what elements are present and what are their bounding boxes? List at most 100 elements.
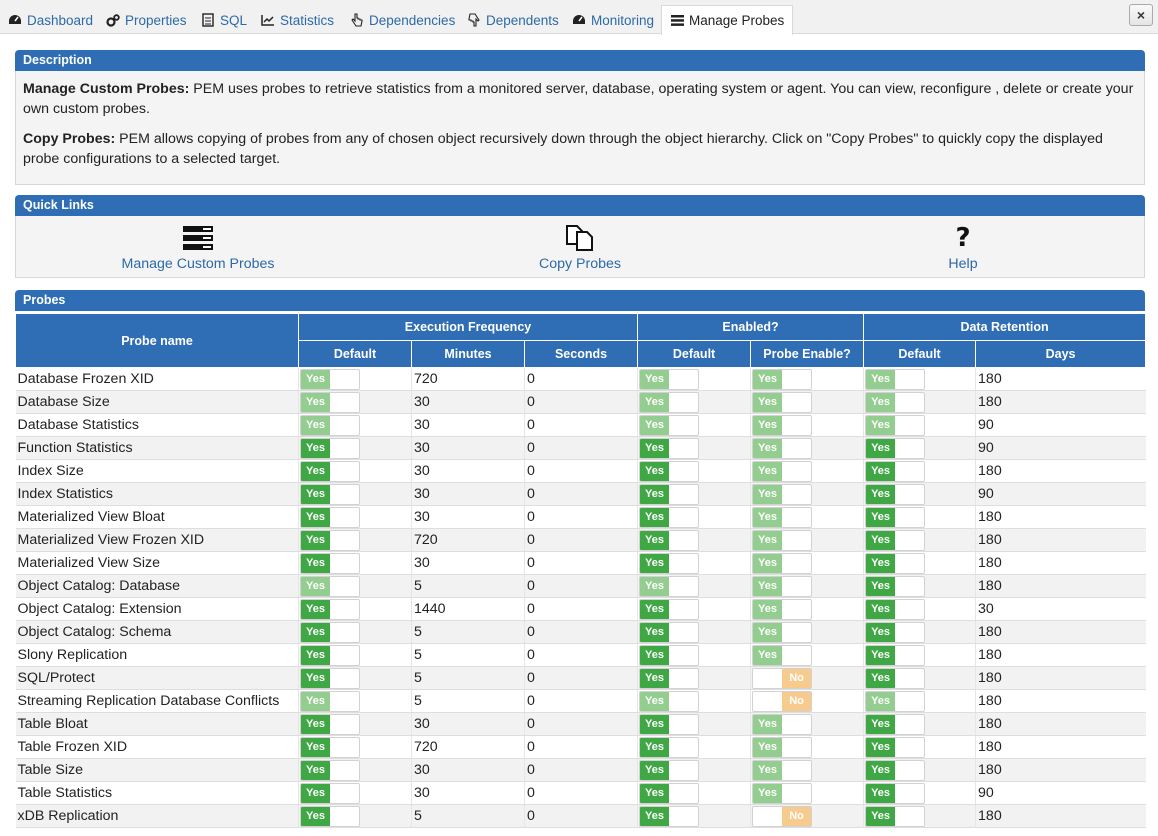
enabled-default-toggle[interactable]: Yes [639, 506, 700, 528]
table-row[interactable]: Materialized View Size Yes 30 0 Yes Yes Yes 180 [15, 551, 1146, 575]
probe-enable-toggle[interactable]: No [752, 805, 813, 827]
enabled-default-toggle[interactable]: Yes [639, 782, 700, 804]
freq-default-toggle[interactable]: Yes [300, 414, 360, 436]
retention-default-toggle[interactable]: Yes [865, 391, 926, 413]
freq-default-toggle[interactable]: Yes [300, 460, 360, 482]
enabled-default-toggle[interactable]: Yes [639, 713, 700, 735]
probe-enable-toggle[interactable]: Yes [752, 391, 813, 413]
freq-default-toggle[interactable]: Yes [300, 368, 360, 390]
table-row[interactable]: Database Size Yes 30 0 Yes Yes Yes 180 [15, 390, 1146, 414]
tab-dependents[interactable]: Dependents [467, 6, 559, 34]
tab-manage-probes[interactable]: Manage Probes [661, 5, 794, 35]
retention-default-toggle[interactable]: Yes [865, 621, 926, 643]
probe-enable-toggle[interactable]: Yes [752, 506, 813, 528]
retention-default-toggle[interactable]: Yes [865, 644, 926, 666]
probe-enable-toggle[interactable]: Yes [752, 460, 813, 482]
enabled-default-toggle[interactable]: Yes [639, 368, 700, 390]
tab-statistics[interactable]: Statistics [261, 6, 334, 34]
retention-default-toggle[interactable]: Yes [865, 667, 926, 689]
table-row[interactable]: xDB Replication Yes 5 0 Yes No Yes 180 [15, 804, 1146, 828]
tab-properties[interactable]: Properties [106, 6, 187, 34]
freq-default-toggle[interactable]: Yes [300, 552, 360, 574]
retention-default-toggle[interactable]: Yes [865, 483, 926, 505]
table-row[interactable]: Database Statistics Yes 30 0 Yes Yes Yes 90 [15, 413, 1146, 437]
enabled-default-toggle[interactable]: Yes [639, 414, 700, 436]
table-row[interactable]: Function Statistics Yes 30 0 Yes Yes Yes 90 [15, 436, 1146, 460]
table-row[interactable]: Object Catalog: Schema Yes 5 0 Yes Yes Yes 180 [15, 620, 1146, 644]
freq-default-toggle[interactable]: Yes [300, 759, 360, 781]
table-row[interactable]: Index Statistics Yes 30 0 Yes Yes Yes 90 [15, 482, 1146, 506]
retention-default-toggle[interactable]: Yes [865, 805, 926, 827]
tab-dashboard[interactable]: Dashboard [8, 6, 93, 34]
enabled-default-toggle[interactable]: Yes [639, 575, 700, 597]
freq-default-toggle[interactable]: Yes [300, 575, 360, 597]
probe-enable-toggle[interactable]: Yes [752, 782, 813, 804]
tab-dependencies[interactable]: Dependencies [350, 6, 455, 34]
freq-default-toggle[interactable]: Yes [300, 644, 360, 666]
freq-default-toggle[interactable]: Yes [300, 483, 360, 505]
table-row[interactable]: Table Statistics Yes 30 0 Yes Yes Yes 90 [15, 781, 1146, 805]
probe-enable-toggle[interactable]: Yes [752, 368, 813, 390]
probe-enable-toggle[interactable]: Yes [752, 414, 813, 436]
enabled-default-toggle[interactable]: Yes [639, 483, 700, 505]
freq-default-toggle[interactable]: Yes [300, 690, 360, 712]
table-row[interactable]: Materialized View Bloat Yes 30 0 Yes Yes Yes 18… [15, 505, 1146, 529]
enabled-default-toggle[interactable]: Yes [639, 437, 700, 459]
enabled-default-toggle[interactable]: Yes [639, 621, 700, 643]
probe-enable-toggle[interactable]: Yes [752, 529, 813, 551]
table-row[interactable]: Object Catalog: Database Yes 5 0 Yes Yes Yes 18… [15, 574, 1146, 598]
probe-enable-toggle[interactable]: Yes [752, 575, 813, 597]
probe-enable-toggle[interactable]: Yes [752, 736, 813, 758]
probe-enable-toggle[interactable]: Yes [752, 437, 813, 459]
enabled-default-toggle[interactable]: Yes [639, 644, 700, 666]
table-row[interactable]: SQL/Protect Yes 5 0 Yes No Yes 180 [15, 666, 1146, 690]
freq-default-toggle[interactable]: Yes [300, 391, 360, 413]
retention-default-toggle[interactable]: Yes [865, 552, 926, 574]
probe-enable-toggle[interactable]: Yes [752, 552, 813, 574]
freq-default-toggle[interactable]: Yes [300, 736, 360, 758]
freq-default-toggle[interactable]: Yes [300, 713, 360, 735]
freq-default-toggle[interactable]: Yes [300, 598, 360, 620]
table-row[interactable]: Object Catalog: Extension Yes 1440 0 Yes Yes Y… [15, 597, 1146, 621]
retention-default-toggle[interactable]: Yes [865, 782, 926, 804]
table-row[interactable]: Streaming Replication Database Conflicts… [15, 689, 1146, 713]
close-button[interactable]: × [1129, 4, 1153, 26]
probe-enable-toggle[interactable]: Yes [752, 759, 813, 781]
freq-default-toggle[interactable]: Yes [300, 437, 360, 459]
freq-default-toggle[interactable]: Yes [300, 506, 360, 528]
retention-default-toggle[interactable]: Yes [865, 529, 926, 551]
tab-sql[interactable]: SQL [201, 6, 247, 34]
freq-default-toggle[interactable]: Yes [300, 529, 360, 551]
enabled-default-toggle[interactable]: Yes [639, 759, 700, 781]
table-row[interactable]: Table Frozen XID Yes 720 0 Yes Yes Yes 180 [15, 735, 1146, 759]
table-row[interactable]: Slony Replication Yes 5 0 Yes Yes Yes 180 [15, 643, 1146, 667]
retention-default-toggle[interactable]: Yes [865, 575, 926, 597]
probe-enable-toggle[interactable]: No [752, 667, 813, 689]
enabled-default-toggle[interactable]: Yes [639, 552, 700, 574]
freq-default-toggle[interactable]: Yes [300, 805, 360, 827]
enabled-default-toggle[interactable]: Yes [639, 667, 700, 689]
retention-default-toggle[interactable]: Yes [865, 713, 926, 735]
retention-default-toggle[interactable]: Yes [865, 506, 926, 528]
retention-default-toggle[interactable]: Yes [865, 414, 926, 436]
enabled-default-toggle[interactable]: Yes [639, 805, 700, 827]
enabled-default-toggle[interactable]: Yes [639, 598, 700, 620]
probe-enable-toggle[interactable]: Yes [752, 713, 813, 735]
enabled-default-toggle[interactable]: Yes [639, 460, 700, 482]
probe-enable-toggle[interactable]: Yes [752, 598, 813, 620]
probe-enable-toggle[interactable]: Yes [752, 483, 813, 505]
enabled-default-toggle[interactable]: Yes [639, 391, 700, 413]
retention-default-toggle[interactable]: Yes [865, 368, 926, 390]
table-row[interactable]: Table Size Yes 30 0 Yes Yes Yes 180 [15, 758, 1146, 782]
freq-default-toggle[interactable]: Yes [300, 667, 360, 689]
probe-enable-toggle[interactable]: Yes [752, 644, 813, 666]
freq-default-toggle[interactable]: Yes [300, 782, 360, 804]
table-row[interactable]: Materialized View Frozen XID Yes 720 0 Yes Ye… [15, 528, 1146, 552]
table-row[interactable]: Table Bloat Yes 30 0 Yes Yes Yes 180 [15, 712, 1146, 736]
retention-default-toggle[interactable]: Yes [865, 736, 926, 758]
table-row[interactable]: Index Size Yes 30 0 Yes Yes Yes 180 [15, 459, 1146, 483]
copy-probes-link[interactable]: Copy Probes [470, 224, 690, 272]
retention-default-toggle[interactable]: Yes [865, 759, 926, 781]
enabled-default-toggle[interactable]: Yes [639, 690, 700, 712]
probe-enable-toggle[interactable]: No [752, 690, 813, 712]
